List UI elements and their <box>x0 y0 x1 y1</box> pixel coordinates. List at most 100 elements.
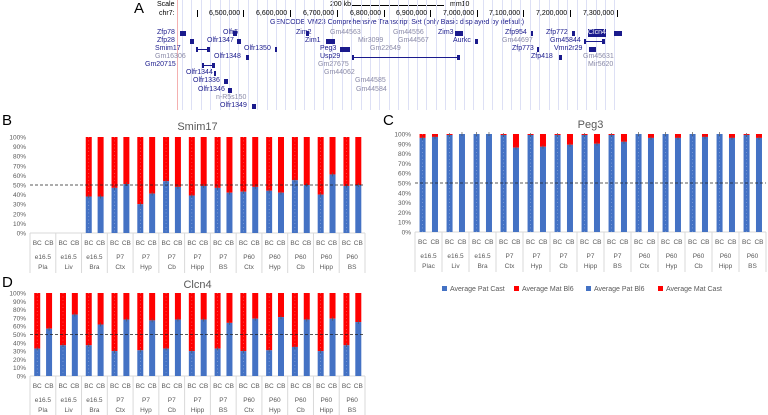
legend-label: Average Mat Cast <box>666 286 722 293</box>
subcategory-label-cb: CB <box>148 383 157 390</box>
group-label-age: e16.5 <box>86 254 103 261</box>
group-label-age: P7 <box>219 397 227 404</box>
grid-line <box>360 0 362 110</box>
gene-model-zim3 <box>455 31 463 36</box>
grid-line <box>313 0 315 110</box>
subcategory-label-cb: CB <box>619 239 628 246</box>
gene-model-zfp78 <box>180 31 186 36</box>
grid-line <box>576 0 578 110</box>
group-label-tissue: Pla <box>38 264 48 271</box>
bar-pat-bc <box>266 350 273 376</box>
bar-pat-bc <box>743 134 750 232</box>
bar-pat-cb <box>355 185 362 233</box>
group-label-age: P60 <box>666 253 678 260</box>
subcategory-label-cb: CB <box>122 383 131 390</box>
bar-pat-bc <box>85 345 92 376</box>
group-label-age: e16.5 <box>61 397 78 404</box>
bar-pat-bc <box>527 134 534 232</box>
subcategory-label-bc: BC <box>162 383 171 390</box>
group-label-tissue: Ctx <box>244 264 255 271</box>
legend-label: Average Mat Bl6 <box>522 286 574 293</box>
bar-mat-cb <box>123 137 130 185</box>
subcategory-label-bc: BC <box>187 383 196 390</box>
group-label-age: P7 <box>168 254 176 261</box>
group-label-tissue: Cb <box>296 264 305 271</box>
bar-mat-cb <box>329 137 336 175</box>
subcategory-label-bc: BC <box>316 240 325 247</box>
group-label-tissue: Hipp <box>584 263 598 270</box>
group-label-age: P60 <box>346 397 358 404</box>
gene-label-gm44567: Gm44567 <box>398 37 429 44</box>
y-tick-label: 20% <box>398 210 411 217</box>
group-label-tissue: Cb <box>694 263 703 270</box>
subcategory-label-cb: CB <box>96 383 105 390</box>
grid-line <box>294 0 296 110</box>
bar-mat-cb <box>252 293 259 319</box>
bar-pat-bc <box>581 134 588 232</box>
gene-label-clcn4: Clcn4 <box>588 29 606 37</box>
tick-mark <box>384 10 385 17</box>
group-label-tissue: Hyp <box>269 264 281 271</box>
gene-model-gm20715 <box>202 65 215 66</box>
tick-label: 7,300,000 <box>583 10 615 17</box>
grid-line <box>473 0 475 110</box>
grid-line <box>219 0 221 110</box>
subcategory-label-cb: CB <box>302 383 311 390</box>
grid-line <box>388 0 390 110</box>
subcategory-label-bc: BC <box>715 239 724 246</box>
group-label-tissue: Hyp <box>269 407 281 414</box>
subcategory-label-bc: BC <box>472 239 481 246</box>
subcategory-label-cb: CB <box>328 240 337 247</box>
gene-label-gm45844: Gm45844 <box>550 37 581 44</box>
group-label-tissue: BS <box>219 264 228 271</box>
subcategory-label-bc: BC <box>316 383 325 390</box>
grid-line <box>332 0 334 110</box>
gene-model-olfr1336 <box>224 79 228 84</box>
subcategory-label-bc: BC <box>110 240 119 247</box>
grid-line <box>426 0 428 110</box>
group-label-age: P7 <box>587 253 595 260</box>
bar-pat-cb <box>226 322 233 376</box>
gene-label-gm16306: Gm16306 <box>155 53 186 60</box>
gene-model-clcn4 <box>614 31 622 36</box>
y-tick-label: 0% <box>17 231 27 238</box>
exon <box>212 63 215 68</box>
subcategory-label-bc: BC <box>136 383 145 390</box>
bar-pat-cb <box>97 196 104 233</box>
bar-mat-cb <box>123 293 130 320</box>
group-label-tissue: Hipp <box>719 263 733 270</box>
subcategory-label-bc: BC <box>634 239 643 246</box>
subcategory-label-bc: BC <box>33 240 42 247</box>
group-label-tissue: Bra <box>89 264 100 271</box>
legend-label: Average Pat Cast <box>450 286 505 293</box>
bar-mat-cb <box>303 137 310 185</box>
bar-pat-cb <box>123 184 130 233</box>
subcategory-label-cb: CB <box>727 239 736 246</box>
scale-value: 200 kb <box>330 1 352 8</box>
subcategory-label-cb: CB <box>122 240 131 247</box>
bar-pat-bc <box>317 351 324 376</box>
group-label-age: P7 <box>142 397 150 404</box>
gene-model-peg3 <box>340 47 350 52</box>
bar-pat-bc <box>317 194 324 233</box>
chart-smim17: Smim17 0% 10% 20% 30% 40% 50% 60% 70% 80% 90% 100% e… <box>9 121 366 273</box>
bar-pat-bc <box>500 134 507 232</box>
gene-label-zfp954: Zfp954 <box>505 29 527 36</box>
bar-mat-cb <box>174 293 181 320</box>
group-label-tissue: Bra <box>477 263 488 270</box>
bar-pat-bc <box>291 180 298 233</box>
y-tick-label: 40% <box>13 340 26 347</box>
subcategory-label-cb: CB <box>173 383 182 390</box>
gene-label-olfr1336: Olfr1336 <box>193 77 220 84</box>
group-label-age: P7 <box>116 254 124 261</box>
group-label-age: P7 <box>506 253 514 260</box>
group-label-age: P60 <box>243 397 255 404</box>
bar-pat-cb <box>71 314 78 376</box>
subcategory-label-bc: BC <box>418 239 427 246</box>
y-tick-label: 30% <box>13 202 26 209</box>
bar-mat-cb <box>566 134 573 145</box>
tick-label: 6,800,000 <box>350 10 382 17</box>
bar-pat-bc <box>608 134 615 232</box>
gene-label-gm20715: Gm20715 <box>145 61 176 68</box>
bar-mat-bc <box>240 137 247 192</box>
